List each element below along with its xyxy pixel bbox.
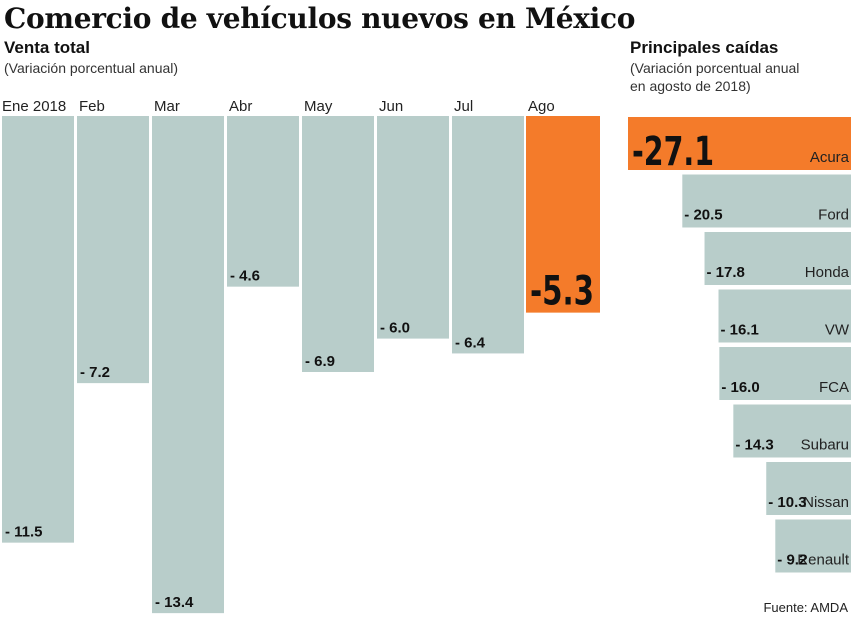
bar-acura: [628, 117, 851, 170]
category-label-may: May: [304, 98, 333, 115]
value-label-subaru: - 14.3: [735, 437, 773, 454]
value-label-honda: - 17.8: [707, 264, 745, 281]
value-label-ago: -5.3: [530, 269, 594, 315]
value-label-acura: -27.1: [632, 129, 714, 175]
category-label-vw: VW: [825, 322, 850, 339]
bar-jul: [452, 116, 524, 354]
category-label-ene-2018: Ene 2018: [2, 98, 66, 115]
bar-feb: [77, 116, 149, 384]
bar-fca: [719, 347, 851, 400]
category-label-ford: Ford: [818, 207, 849, 224]
bar-mar: [152, 116, 224, 614]
bar-ford: [682, 174, 851, 228]
value-label-mar: - 13.4: [155, 594, 194, 611]
category-label-jun: Jun: [379, 98, 403, 115]
bar-honda: [704, 232, 851, 285]
value-label-renault: - 9.2: [777, 552, 807, 569]
category-label-ago: Ago: [528, 98, 555, 115]
category-label-abr: Abr: [229, 98, 252, 115]
bar-nissan: [766, 462, 851, 515]
right-panel-title: Principales caídas: [630, 38, 779, 57]
chart-title: Comercio de vehículos nuevos en México: [4, 2, 636, 35]
value-label-fca: - 16.0: [721, 379, 759, 396]
category-label-acura: Acura: [810, 149, 850, 166]
category-label-feb: Feb: [79, 98, 105, 115]
category-label-mar: Mar: [154, 98, 180, 115]
left-panel-title: Venta total: [4, 38, 90, 57]
bar-may: [302, 116, 374, 372]
bar-subaru: [733, 404, 851, 458]
left-panel-note: (Variación porcentual anual): [4, 60, 179, 76]
bar-abr: [227, 116, 299, 287]
value-label-ene-2018: - 11.5: [5, 524, 43, 541]
value-label-feb: - 7.2: [80, 364, 110, 381]
value-label-vw: - 16.1: [721, 322, 759, 339]
source-note: Fuente: AMDA: [763, 600, 848, 615]
bar-jun: [377, 116, 449, 339]
value-label-ford: - 20.5: [684, 207, 722, 224]
category-label-fca: FCA: [819, 379, 849, 396]
value-label-jun: - 6.0: [380, 320, 410, 337]
right-panel-note-line1: (Variación porcentual anual: [630, 60, 800, 76]
category-label-honda: Honda: [805, 264, 850, 281]
bar-vw: [718, 289, 851, 343]
category-label-nissan: Nissan: [803, 494, 849, 511]
value-label-may: - 6.9: [305, 353, 335, 370]
bar-ago: [526, 116, 600, 313]
value-label-nissan: - 10.3: [768, 494, 806, 511]
value-label-abr: - 4.6: [230, 268, 260, 285]
category-label-renault: Renault: [797, 552, 850, 569]
value-label-jul: - 6.4: [455, 334, 486, 351]
category-label-subaru: Subaru: [801, 437, 849, 454]
bar-renault: [775, 519, 851, 573]
bar-ene-2018: [2, 116, 74, 543]
category-label-jul: Jul: [454, 98, 473, 115]
right-panel-note-line2: en agosto de 2018): [630, 78, 751, 94]
